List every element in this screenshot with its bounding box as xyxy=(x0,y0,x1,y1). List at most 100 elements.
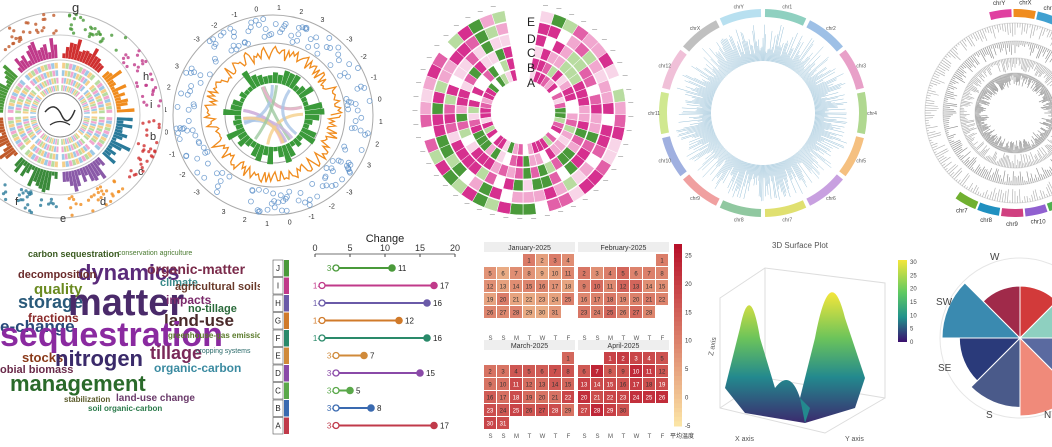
lollipop-category-label: E xyxy=(275,352,280,361)
genome1-spike xyxy=(808,138,832,153)
circos2-dot xyxy=(326,35,333,41)
circos1-label: e xyxy=(60,213,66,225)
genome2-track-bar xyxy=(1039,196,1041,200)
genome2-track-bar xyxy=(1020,161,1022,168)
circos1-bar xyxy=(0,103,5,108)
circos1-bar xyxy=(1,131,7,136)
genome1-spike xyxy=(770,35,776,62)
heatmap-cell xyxy=(614,101,627,115)
genome2-track-bar xyxy=(979,166,985,176)
heatmap-col-label: — xyxy=(569,12,574,18)
circos2-dot xyxy=(263,188,269,194)
circos1-bar xyxy=(116,117,133,122)
genome1-spike xyxy=(774,163,783,193)
cloud-word: matter xyxy=(68,282,185,324)
genome2-track-bar xyxy=(1045,69,1049,74)
calendar-day-number: 4 xyxy=(608,272,612,278)
calendar-colorbar-tick: 10 xyxy=(685,339,692,345)
circos1-bar xyxy=(0,109,4,113)
circos1-dot xyxy=(72,197,76,202)
genome2-track-bar xyxy=(986,84,997,95)
genome1-spike xyxy=(738,162,748,189)
genome1-spike xyxy=(696,109,712,111)
circos1-bar xyxy=(6,83,12,88)
circos2-dot xyxy=(328,165,335,172)
genome2-track-bar xyxy=(961,98,965,101)
cloud-word: land-use xyxy=(164,311,234,330)
genome2-track-bar xyxy=(1045,76,1052,84)
circos1-dot xyxy=(145,159,149,163)
genome2-track-bar xyxy=(949,82,953,85)
genome2-track-bar xyxy=(1042,97,1052,102)
genome1-spike xyxy=(697,142,721,158)
genome1-spike xyxy=(681,128,714,139)
genome2-track-bar xyxy=(1038,27,1044,40)
genome2-track-bar xyxy=(934,151,937,153)
genome1-spike xyxy=(684,80,716,94)
circos2-dot xyxy=(343,96,350,102)
calendar-colorbar-segment xyxy=(674,366,682,372)
genome2-track-bar xyxy=(1030,79,1037,89)
genome2-track-bar xyxy=(980,127,989,133)
genome2-track-bar xyxy=(947,86,955,90)
genome1-spike xyxy=(736,162,748,197)
chromosome-label: chrX xyxy=(1019,0,1031,6)
circos2-green-bar xyxy=(289,140,296,147)
calendar-day-number: 10 xyxy=(633,370,640,376)
calendar-day-number: 19 xyxy=(620,298,627,304)
circos1-bar xyxy=(65,171,70,182)
genome1-spike xyxy=(694,142,721,162)
calendar-day-number: 1 xyxy=(566,357,570,363)
genome1-spike xyxy=(715,51,732,73)
circos1-dot xyxy=(150,78,154,82)
wind-rose: W SW SE S N xyxy=(936,252,1052,421)
chromosome-label: chr10 xyxy=(1031,220,1047,226)
genome1-chromosome-band xyxy=(659,9,867,217)
genome1-spike xyxy=(814,120,824,122)
genome1-spike xyxy=(695,127,714,133)
genome2-track-bar xyxy=(984,28,987,33)
circos2-green-bar xyxy=(232,119,243,126)
chromosome-band xyxy=(955,191,979,210)
circos1-bar xyxy=(102,151,116,165)
genome2-track-bar xyxy=(991,152,998,164)
chromosome-band xyxy=(806,20,843,52)
genome1-spike xyxy=(811,86,829,95)
genome2-track-bar xyxy=(1047,184,1052,195)
circos2-dot xyxy=(348,125,355,132)
genome2-track-bar xyxy=(971,141,978,147)
chromosome-label: chr12 xyxy=(659,64,672,70)
lollipop-cat-box xyxy=(272,399,284,417)
genome2-track-bar xyxy=(944,98,949,100)
circular-heatmap: ————————————————————————————————————————… xyxy=(413,2,634,222)
genome2-track-bar xyxy=(961,160,964,162)
genome2-track-bar xyxy=(1034,138,1040,145)
circos2-green-bar xyxy=(230,104,243,111)
genome1-spike xyxy=(702,97,713,101)
genome1-spike xyxy=(797,46,824,75)
circos1-bar xyxy=(38,169,47,190)
genome2-track-bar xyxy=(975,104,981,107)
circos1-dot xyxy=(142,148,146,152)
calendar-colorbar-segment xyxy=(674,407,682,413)
circos1-bar xyxy=(0,90,8,96)
heatmap-cell xyxy=(512,179,524,192)
circos2-tick-label: 3 xyxy=(367,162,371,169)
circos2-chords xyxy=(243,84,304,145)
heatmap-col-label: — xyxy=(581,19,586,25)
genome2-track-bar xyxy=(975,143,984,152)
lollipop-start-label: 1- xyxy=(313,317,320,326)
genome2-track-bar xyxy=(950,50,961,61)
genome1-spike xyxy=(777,162,787,193)
circos1-bar xyxy=(0,136,9,144)
rose-dir-label: W xyxy=(990,252,1000,263)
genome2-track-bar xyxy=(945,94,954,98)
genome2-track-bar xyxy=(960,118,967,120)
circos2-orange-track xyxy=(202,45,344,184)
genome2-track-bar xyxy=(1000,42,1003,51)
genome1-spike xyxy=(806,141,820,151)
calendar-day-cell xyxy=(549,404,561,416)
circos2-dot xyxy=(323,182,330,189)
circos2-green-bar xyxy=(302,100,309,107)
genome2-track-bar xyxy=(964,61,972,69)
